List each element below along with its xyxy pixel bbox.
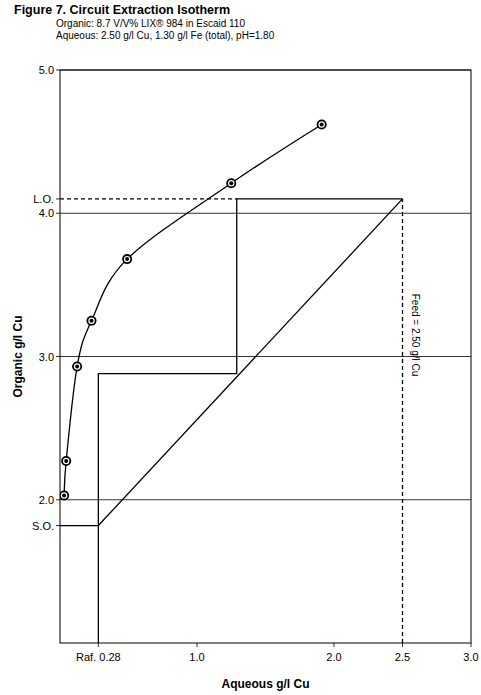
x-tick-label: Raf. 0.28 (76, 651, 121, 663)
marker-ring (74, 363, 80, 369)
marker-dot (64, 459, 68, 463)
marker-outer (60, 490, 69, 500)
marker-ring (88, 317, 94, 323)
annotation: Feed = 2.50 g/l Cu (410, 294, 421, 377)
plot-frame (60, 70, 471, 643)
marker-dot (90, 319, 94, 323)
x-tick (471, 643, 472, 647)
marker (61, 456, 71, 466)
marker-outer (87, 316, 97, 326)
chart: Figure 7. Circuit Extraction IsothermOrg… (0, 0, 481, 695)
x-tick (197, 643, 198, 647)
series-line (98, 199, 402, 526)
y-tick-label: S.O. (32, 520, 54, 532)
series-line (64, 124, 322, 495)
x-tick (402, 643, 403, 647)
y-tick (56, 70, 60, 71)
x-tick-label: 3.0 (463, 651, 478, 663)
subtitle: Organic: 8.7 V/V% LIX® 984 in Escaid 110 (56, 18, 245, 29)
marker (72, 362, 82, 372)
y-tick-label: 3.0 (39, 351, 54, 363)
x-tick-label: 1.0 (189, 651, 204, 663)
title: Figure 7. Circuit Extraction Isotherm (14, 3, 230, 17)
y-tick-label: 5.0 (39, 64, 54, 76)
marker (122, 254, 132, 264)
y-tick-label: L.O. (33, 193, 54, 205)
marker-ring (124, 256, 130, 262)
x-tick-label: 2.5 (395, 651, 410, 663)
marker-ring (63, 458, 69, 464)
y-tick (56, 525, 60, 526)
marker (317, 119, 327, 129)
marker (226, 178, 236, 188)
marker-dot (229, 181, 233, 185)
grid-line (60, 213, 471, 214)
y-tick-label: 2.0 (39, 494, 54, 506)
series-line (402, 199, 403, 643)
y-axis-label: Organic g/l Cu (11, 315, 25, 397)
marker-ring (61, 492, 67, 498)
series-group (60, 119, 403, 643)
marker-dot (125, 257, 129, 261)
x-axis-label: Aqueous g/l Cu (222, 677, 310, 691)
series-line (60, 198, 237, 199)
marker-ring (228, 180, 234, 186)
marker-outer (226, 178, 236, 188)
marker-outer (317, 119, 327, 129)
x-tick-label: 2.0 (326, 651, 341, 663)
y-tick (56, 356, 60, 357)
y-tick (56, 198, 60, 199)
grid-line (60, 356, 471, 357)
y-tick (56, 499, 60, 500)
y-tick (56, 213, 60, 214)
marker-outer (61, 456, 71, 466)
series-line (98, 199, 402, 643)
marker-dot (320, 122, 324, 126)
marker-dot (62, 493, 66, 497)
marker-outer (122, 254, 132, 264)
y-tick-label: 4.0 (39, 207, 54, 219)
marker-dot (75, 365, 79, 369)
marker (87, 316, 97, 326)
marker (60, 490, 69, 500)
marker-outer (72, 362, 82, 372)
x-tick (98, 643, 99, 647)
x-tick (334, 643, 335, 647)
series-line (60, 525, 98, 526)
marker-ring (318, 121, 324, 127)
subtitle: Aqueous: 2.50 g/l Cu, 1.30 g/l Fe (total… (56, 30, 275, 41)
